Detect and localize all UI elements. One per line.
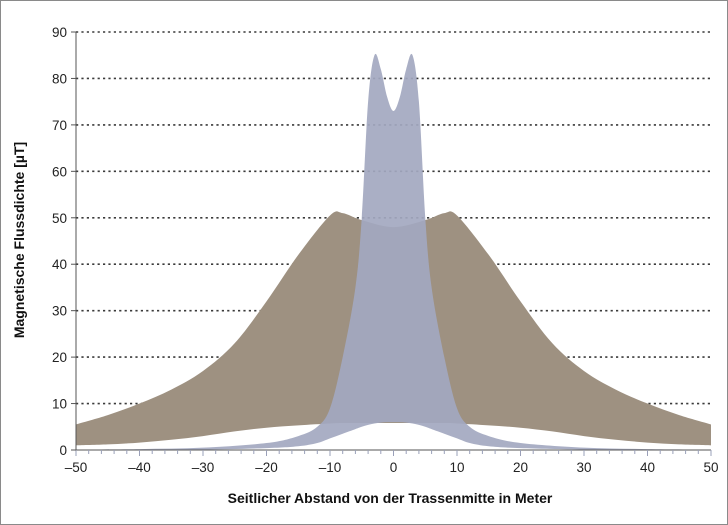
x-tick-label-10: 10	[449, 460, 464, 475]
area-series-group	[76, 53, 711, 451]
y-tick-label-40: 40	[52, 257, 67, 272]
x-tick-label-30: 30	[576, 460, 591, 475]
y-tick-label-70: 70	[52, 118, 67, 133]
y-tick-label-0: 0	[59, 443, 67, 458]
x-tick-label-0: 0	[390, 460, 398, 475]
x-tick-label--50: –50	[65, 460, 88, 475]
y-tick-label-80: 80	[52, 71, 67, 86]
x-axis-title: Seitlicher Abstand von der Trassenmitte …	[228, 490, 553, 506]
x-tick-label--40: –40	[128, 460, 151, 475]
y-tick-label-50: 50	[52, 211, 67, 226]
y-tick-label-10: 10	[52, 397, 67, 412]
x-tick-labels: –50 –40 –30 –20 –10 0 10 20 30 40 50	[65, 460, 719, 475]
y-tick-label-90: 90	[52, 25, 67, 40]
x-tick-label--10: –10	[319, 460, 342, 475]
x-tick-label-40: 40	[640, 460, 655, 475]
x-tick-label-20: 20	[513, 460, 528, 475]
y-tick-label-20: 20	[52, 350, 67, 365]
y-tick-labels: 0 10 20 30 40 50 60 70 80 90	[52, 25, 67, 458]
y-tick-label-60: 60	[52, 164, 67, 179]
y-axis-title: Magnetische Flussdichte [µT]	[11, 142, 27, 338]
area-band-2	[76, 53, 711, 451]
x-tick-label--30: –30	[192, 460, 215, 475]
axes	[71, 31, 712, 456]
x-tick-label--20: –20	[255, 460, 278, 475]
x-tick-label-50: 50	[703, 460, 718, 475]
y-tick-label-30: 30	[52, 304, 67, 319]
